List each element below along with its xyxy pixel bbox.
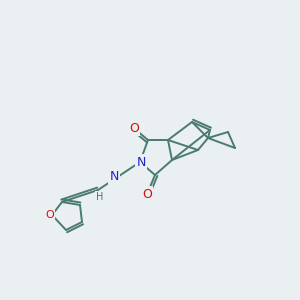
Text: N: N [109,170,119,184]
Text: O: O [142,188,152,200]
Text: O: O [46,210,54,220]
Text: H: H [96,192,104,202]
Text: O: O [129,122,139,134]
Text: N: N [136,155,146,169]
